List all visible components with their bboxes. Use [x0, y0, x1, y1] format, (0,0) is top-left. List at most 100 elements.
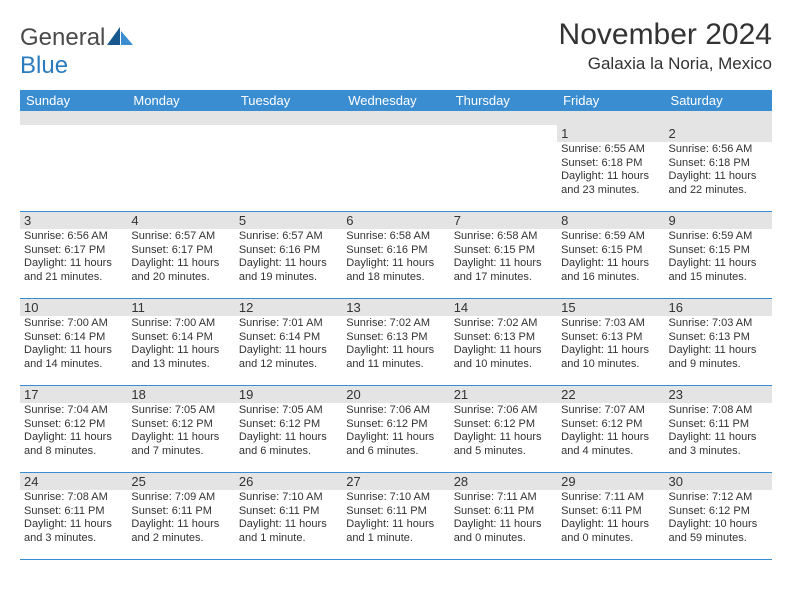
day-cell: 5Sunrise: 6:57 AMSunset: 6:16 PMDaylight… — [235, 212, 342, 298]
daylight-text: Daylight: 11 hours and 17 minutes. — [454, 257, 553, 284]
sunrise-text: Sunrise: 7:01 AM — [239, 317, 338, 331]
dayheader-fri: Friday — [557, 90, 664, 111]
header-strip — [20, 111, 772, 125]
week-row: 10Sunrise: 7:00 AMSunset: 6:14 PMDayligh… — [20, 299, 772, 386]
day-number: 7 — [450, 212, 557, 229]
daylight-text: Daylight: 11 hours and 0 minutes. — [454, 518, 553, 545]
sunset-text: Sunset: 6:11 PM — [669, 418, 768, 432]
sunrise-text: Sunrise: 7:11 AM — [454, 491, 553, 505]
sunrise-text: Sunrise: 7:03 AM — [669, 317, 768, 331]
day-body: Sunrise: 7:00 AMSunset: 6:14 PMDaylight:… — [20, 316, 127, 373]
day-body: Sunrise: 6:59 AMSunset: 6:15 PMDaylight:… — [557, 229, 664, 286]
sunset-text: Sunset: 6:11 PM — [561, 505, 660, 519]
sunset-text: Sunset: 6:12 PM — [561, 418, 660, 432]
sunrise-text: Sunrise: 7:10 AM — [346, 491, 445, 505]
day-number: 5 — [235, 212, 342, 229]
day-number: 22 — [557, 386, 664, 403]
day-body: Sunrise: 6:55 AMSunset: 6:18 PMDaylight:… — [557, 142, 664, 199]
day-number: 13 — [342, 299, 449, 316]
sunset-text: Sunset: 6:15 PM — [669, 244, 768, 258]
sunrise-text: Sunrise: 6:58 AM — [346, 230, 445, 244]
day-cell — [235, 125, 342, 211]
day-body: Sunrise: 7:03 AMSunset: 6:13 PMDaylight:… — [557, 316, 664, 373]
dayheader-thu: Thursday — [450, 90, 557, 111]
sunset-text: Sunset: 6:12 PM — [24, 418, 123, 432]
day-number: 30 — [665, 473, 772, 490]
day-cell: 12Sunrise: 7:01 AMSunset: 6:14 PMDayligh… — [235, 299, 342, 385]
day-cell — [20, 125, 127, 211]
day-cell: 29Sunrise: 7:11 AMSunset: 6:11 PMDayligh… — [557, 473, 664, 559]
day-cell: 14Sunrise: 7:02 AMSunset: 6:13 PMDayligh… — [450, 299, 557, 385]
day-cell: 28Sunrise: 7:11 AMSunset: 6:11 PMDayligh… — [450, 473, 557, 559]
day-cell: 21Sunrise: 7:06 AMSunset: 6:12 PMDayligh… — [450, 386, 557, 472]
day-cell: 2Sunrise: 6:56 AMSunset: 6:18 PMDaylight… — [665, 125, 772, 211]
day-body: Sunrise: 7:09 AMSunset: 6:11 PMDaylight:… — [127, 490, 234, 547]
daylight-text: Daylight: 11 hours and 10 minutes. — [561, 344, 660, 371]
day-number: 15 — [557, 299, 664, 316]
sunset-text: Sunset: 6:12 PM — [454, 418, 553, 432]
sunrise-text: Sunrise: 7:08 AM — [24, 491, 123, 505]
dayheader-mon: Monday — [127, 90, 234, 111]
title-block: November 2024 Galaxia la Noria, Mexico — [559, 18, 772, 74]
day-cell: 16Sunrise: 7:03 AMSunset: 6:13 PMDayligh… — [665, 299, 772, 385]
day-body: Sunrise: 7:07 AMSunset: 6:12 PMDaylight:… — [557, 403, 664, 460]
day-number: 11 — [127, 299, 234, 316]
sail-icon — [107, 27, 133, 45]
sunrise-text: Sunrise: 7:07 AM — [561, 404, 660, 418]
day-cell: 6Sunrise: 6:58 AMSunset: 6:16 PMDaylight… — [342, 212, 449, 298]
day-body: Sunrise: 7:12 AMSunset: 6:12 PMDaylight:… — [665, 490, 772, 547]
day-number: 4 — [127, 212, 234, 229]
sunset-text: Sunset: 6:16 PM — [346, 244, 445, 258]
day-number: 19 — [235, 386, 342, 403]
brand-logo: GeneralBlue — [20, 18, 133, 80]
day-number: 14 — [450, 299, 557, 316]
week-row: 3Sunrise: 6:56 AMSunset: 6:17 PMDaylight… — [20, 212, 772, 299]
day-cell: 22Sunrise: 7:07 AMSunset: 6:12 PMDayligh… — [557, 386, 664, 472]
day-cell — [450, 125, 557, 211]
day-body: Sunrise: 7:11 AMSunset: 6:11 PMDaylight:… — [557, 490, 664, 547]
sunrise-text: Sunrise: 7:06 AM — [346, 404, 445, 418]
sunset-text: Sunset: 6:13 PM — [346, 331, 445, 345]
sunrise-text: Sunrise: 7:10 AM — [239, 491, 338, 505]
day-number: 25 — [127, 473, 234, 490]
sunset-text: Sunset: 6:14 PM — [239, 331, 338, 345]
daylight-text: Daylight: 11 hours and 16 minutes. — [561, 257, 660, 284]
day-number: 2 — [665, 125, 772, 142]
day-number: 26 — [235, 473, 342, 490]
sunset-text: Sunset: 6:11 PM — [454, 505, 553, 519]
sunset-text: Sunset: 6:11 PM — [131, 505, 230, 519]
week-row: 17Sunrise: 7:04 AMSunset: 6:12 PMDayligh… — [20, 386, 772, 473]
day-cell: 8Sunrise: 6:59 AMSunset: 6:15 PMDaylight… — [557, 212, 664, 298]
sunrise-text: Sunrise: 7:03 AM — [561, 317, 660, 331]
sunset-text: Sunset: 6:13 PM — [669, 331, 768, 345]
day-number: 24 — [20, 473, 127, 490]
location-text: Galaxia la Noria, Mexico — [559, 54, 772, 74]
sunset-text: Sunset: 6:18 PM — [669, 157, 768, 171]
day-body: Sunrise: 7:00 AMSunset: 6:14 PMDaylight:… — [127, 316, 234, 373]
daylight-text: Daylight: 11 hours and 10 minutes. — [454, 344, 553, 371]
daylight-text: Daylight: 11 hours and 1 minute. — [346, 518, 445, 545]
daylight-text: Daylight: 11 hours and 5 minutes. — [454, 431, 553, 458]
sunrise-text: Sunrise: 7:00 AM — [131, 317, 230, 331]
sunrise-text: Sunrise: 7:02 AM — [346, 317, 445, 331]
day-number: 9 — [665, 212, 772, 229]
day-number: 21 — [450, 386, 557, 403]
day-cell: 17Sunrise: 7:04 AMSunset: 6:12 PMDayligh… — [20, 386, 127, 472]
sunrise-text: Sunrise: 7:02 AM — [454, 317, 553, 331]
daylight-text: Daylight: 11 hours and 14 minutes. — [24, 344, 123, 371]
sunrise-text: Sunrise: 7:08 AM — [669, 404, 768, 418]
daylight-text: Daylight: 11 hours and 20 minutes. — [131, 257, 230, 284]
sunrise-text: Sunrise: 6:58 AM — [454, 230, 553, 244]
daylight-text: Daylight: 11 hours and 3 minutes. — [24, 518, 123, 545]
sunset-text: Sunset: 6:12 PM — [669, 505, 768, 519]
daylight-text: Daylight: 11 hours and 12 minutes. — [239, 344, 338, 371]
day-number: 1 — [557, 125, 664, 142]
day-number: 20 — [342, 386, 449, 403]
sunrise-text: Sunrise: 7:06 AM — [454, 404, 553, 418]
day-number: 6 — [342, 212, 449, 229]
dayheader-tue: Tuesday — [235, 90, 342, 111]
sunset-text: Sunset: 6:12 PM — [131, 418, 230, 432]
day-cell: 30Sunrise: 7:12 AMSunset: 6:12 PMDayligh… — [665, 473, 772, 559]
sunset-text: Sunset: 6:12 PM — [239, 418, 338, 432]
daylight-text: Daylight: 11 hours and 2 minutes. — [131, 518, 230, 545]
